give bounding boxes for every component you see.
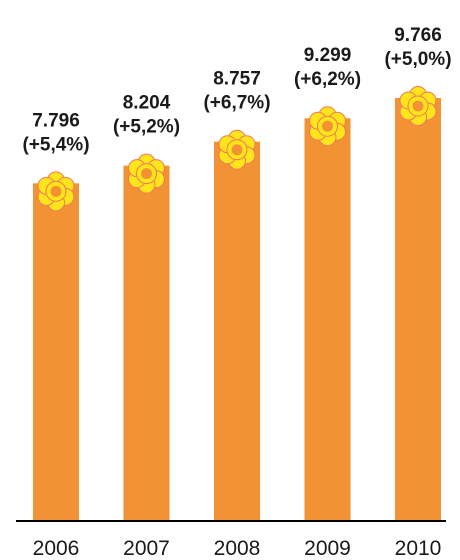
flower-icon — [399, 86, 437, 126]
x-tick-label: 2006 — [33, 537, 80, 560]
bar-2008 — [214, 141, 260, 521]
data-label-change: (+5,0%) — [384, 49, 451, 70]
flowers-group — [37, 86, 437, 212]
data-label-value: 8.757 — [213, 69, 261, 90]
bar-2006 — [33, 183, 79, 521]
flower-icon — [218, 129, 256, 170]
x-tick-labels-group: 2006 2007 2008 2009 2010 — [33, 537, 442, 560]
data-label-value: 9.299 — [304, 45, 352, 66]
x-tick-label: 2009 — [304, 537, 351, 560]
bar-2010 — [395, 98, 441, 521]
data-label-change: (+5,2%) — [113, 117, 180, 138]
data-label-value: 8.204 — [123, 93, 171, 114]
bar-2007 — [123, 165, 170, 521]
flower-icon — [308, 106, 347, 147]
data-label-value: 7.796 — [32, 110, 80, 131]
x-tick-label: 2007 — [123, 537, 170, 560]
data-label-change: (+6,2%) — [294, 69, 361, 90]
x-tick-label: 2008 — [214, 537, 261, 560]
value-labels-group: 7.796 (+5,4%) 8.204 (+5,2%) 8.757 (+6,7%) 9.29… — [22, 25, 451, 155]
data-label-change: (+6,7%) — [203, 93, 270, 114]
data-label-change: (+5,4%) — [22, 134, 89, 155]
flower-icon — [37, 171, 75, 212]
flower-icon — [127, 153, 166, 194]
bar-2009 — [304, 118, 351, 522]
bars-group — [33, 98, 441, 522]
data-label-value: 9.766 — [394, 25, 442, 46]
x-tick-label: 2010 — [395, 537, 442, 560]
